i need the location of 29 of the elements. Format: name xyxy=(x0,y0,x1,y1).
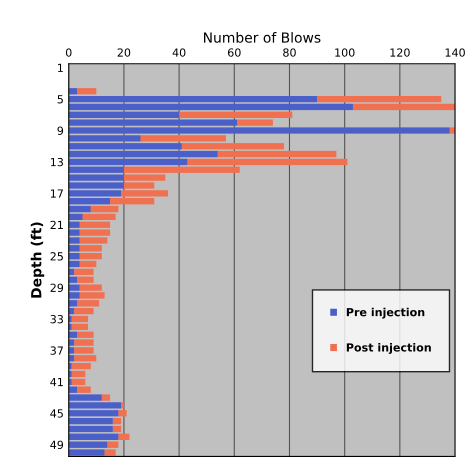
y-tick-label: 21 xyxy=(50,220,63,229)
x-tick-label: 120 xyxy=(390,48,410,57)
x-tick-label: 20 xyxy=(118,48,130,57)
x-tick-label: 40 xyxy=(172,48,186,57)
y-tick-label: 49 xyxy=(50,440,64,450)
x-axis-title: Number of Blows xyxy=(204,32,320,43)
bar xyxy=(352,104,456,110)
y-tick-label: 1 xyxy=(58,64,63,72)
y-tick-label: 25 xyxy=(50,252,63,261)
legend-label: Pre injection xyxy=(346,308,424,319)
x-tick-label: 60 xyxy=(228,48,241,57)
x-tick-label: 80 xyxy=(283,48,296,57)
bar xyxy=(102,394,110,401)
y-tick-label: 17 xyxy=(50,189,63,198)
y-tick-label: 5 xyxy=(58,95,63,104)
x-tick-label: 0 xyxy=(66,48,72,57)
y-tick-label: 33 xyxy=(50,314,63,324)
bar xyxy=(317,96,442,102)
y-axis-title: Depth (ft) xyxy=(30,222,44,298)
y-tick-label: 9 xyxy=(58,126,64,135)
y-tick-label: 29 xyxy=(50,284,64,292)
x-tick-label: 100 xyxy=(335,48,355,57)
legend-label: Post injection xyxy=(346,343,431,354)
y-tick-label: 13 xyxy=(50,158,63,166)
y-tick-label: 41 xyxy=(50,378,63,386)
y-tick-label: 37 xyxy=(50,346,63,355)
y-tick-label: 45 xyxy=(50,409,63,418)
x-tick-label: 140 xyxy=(446,48,465,57)
bar xyxy=(77,88,96,94)
